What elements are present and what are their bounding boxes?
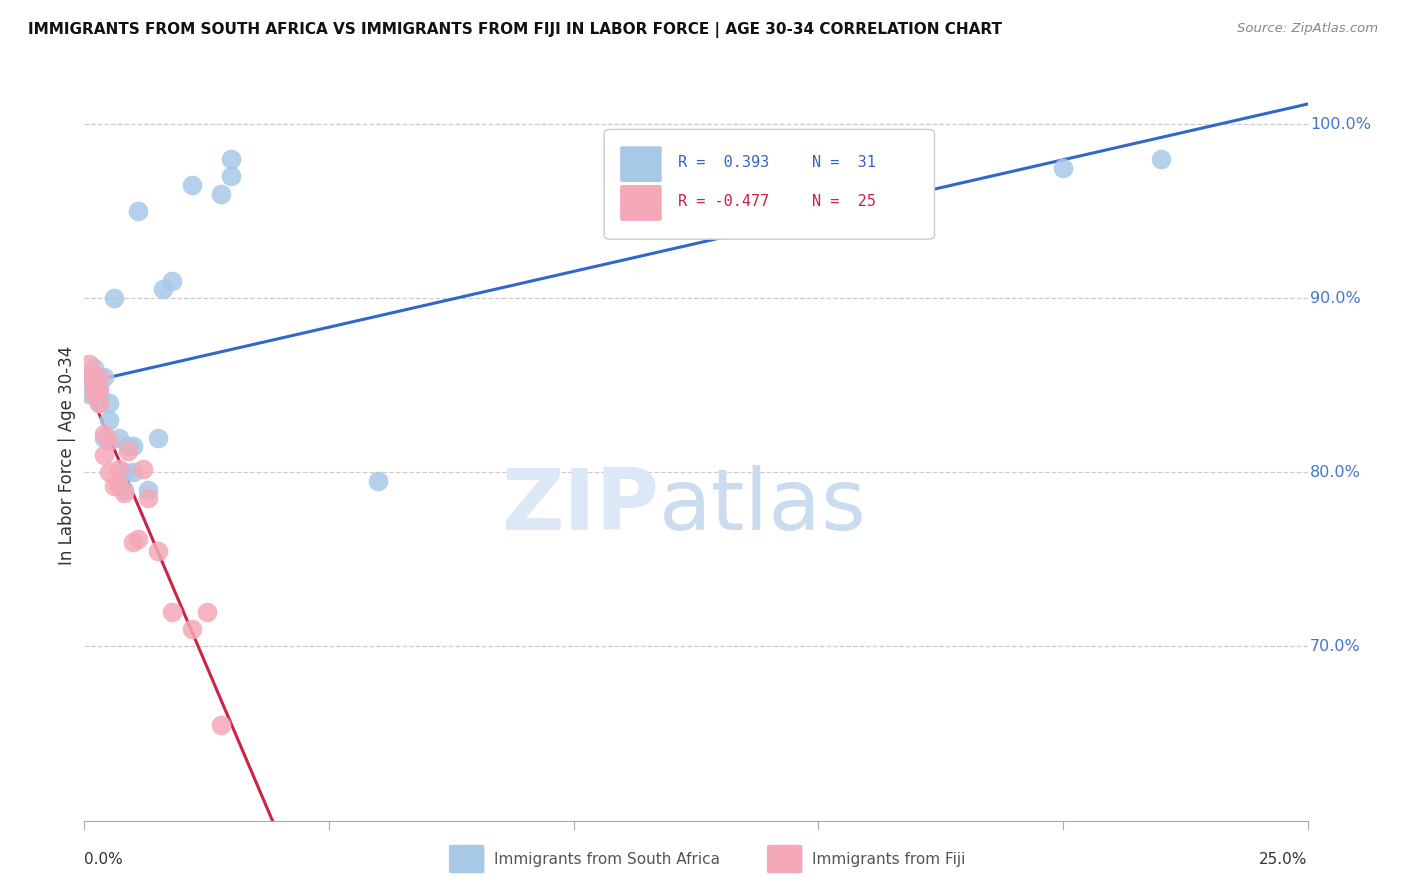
Point bbox=[107, 430, 129, 444]
FancyBboxPatch shape bbox=[449, 845, 484, 873]
Point bbox=[107, 462, 129, 476]
Point bbox=[97, 466, 120, 480]
Point bbox=[162, 605, 184, 619]
Point bbox=[1052, 161, 1074, 175]
Point bbox=[181, 178, 204, 192]
Point bbox=[132, 462, 155, 476]
Text: 80.0%: 80.0% bbox=[1310, 465, 1361, 480]
Point bbox=[181, 622, 204, 636]
Point bbox=[122, 535, 145, 549]
Point bbox=[83, 360, 105, 375]
Point bbox=[112, 483, 135, 497]
Point bbox=[93, 369, 115, 384]
Point bbox=[83, 387, 105, 401]
Point bbox=[103, 479, 125, 493]
Text: Source: ZipAtlas.com: Source: ZipAtlas.com bbox=[1237, 22, 1378, 36]
Point bbox=[83, 387, 105, 401]
Point bbox=[112, 466, 135, 480]
Point bbox=[97, 395, 120, 409]
Text: N =  25: N = 25 bbox=[813, 194, 876, 210]
Text: 70.0%: 70.0% bbox=[1310, 639, 1361, 654]
Point bbox=[87, 369, 110, 384]
Text: N =  31: N = 31 bbox=[813, 155, 876, 169]
Point bbox=[87, 395, 110, 409]
FancyBboxPatch shape bbox=[766, 845, 803, 873]
Point bbox=[152, 283, 174, 297]
Point bbox=[367, 474, 389, 488]
Text: 25.0%: 25.0% bbox=[1260, 852, 1308, 867]
Text: 100.0%: 100.0% bbox=[1310, 117, 1371, 131]
Point bbox=[87, 378, 110, 392]
Point bbox=[117, 444, 139, 458]
Point bbox=[87, 395, 110, 409]
Point bbox=[122, 439, 145, 453]
Point bbox=[87, 382, 110, 396]
Point bbox=[219, 169, 242, 184]
Text: IMMIGRANTS FROM SOUTH AFRICA VS IMMIGRANTS FROM FIJI IN LABOR FORCE | AGE 30-34 : IMMIGRANTS FROM SOUTH AFRICA VS IMMIGRAN… bbox=[28, 22, 1002, 38]
FancyBboxPatch shape bbox=[605, 129, 935, 239]
Text: Immigrants from South Africa: Immigrants from South Africa bbox=[494, 852, 720, 867]
Point bbox=[136, 491, 159, 506]
Point bbox=[103, 291, 125, 305]
Point bbox=[162, 274, 184, 288]
Point bbox=[77, 369, 100, 384]
Point bbox=[136, 483, 159, 497]
Point bbox=[83, 378, 105, 392]
FancyBboxPatch shape bbox=[620, 185, 662, 221]
Point bbox=[1150, 152, 1173, 166]
Text: 0.0%: 0.0% bbox=[84, 852, 124, 867]
Point bbox=[77, 369, 100, 384]
Point bbox=[77, 387, 100, 401]
Point bbox=[97, 413, 120, 427]
Point bbox=[107, 479, 129, 493]
Point bbox=[122, 466, 145, 480]
FancyBboxPatch shape bbox=[620, 146, 662, 182]
Point bbox=[117, 439, 139, 453]
Point bbox=[93, 427, 115, 442]
Point bbox=[112, 486, 135, 500]
Text: atlas: atlas bbox=[659, 465, 868, 548]
Point bbox=[209, 186, 232, 201]
Y-axis label: In Labor Force | Age 30-34: In Labor Force | Age 30-34 bbox=[58, 345, 76, 565]
Point bbox=[77, 357, 100, 371]
Text: ZIP: ZIP bbox=[502, 465, 659, 548]
Point bbox=[209, 718, 232, 732]
Point bbox=[83, 378, 105, 392]
Text: R =  0.393: R = 0.393 bbox=[678, 155, 769, 169]
Text: R = -0.477: R = -0.477 bbox=[678, 194, 769, 210]
Point bbox=[195, 605, 218, 619]
Text: 90.0%: 90.0% bbox=[1310, 291, 1361, 306]
Point bbox=[87, 387, 110, 401]
Point bbox=[127, 532, 149, 546]
Point bbox=[146, 430, 169, 444]
Point bbox=[93, 448, 115, 462]
Point bbox=[127, 204, 149, 219]
Point bbox=[219, 152, 242, 166]
Text: Immigrants from Fiji: Immigrants from Fiji bbox=[813, 852, 966, 867]
Point bbox=[93, 430, 115, 444]
Point bbox=[146, 543, 169, 558]
Point bbox=[97, 434, 120, 448]
